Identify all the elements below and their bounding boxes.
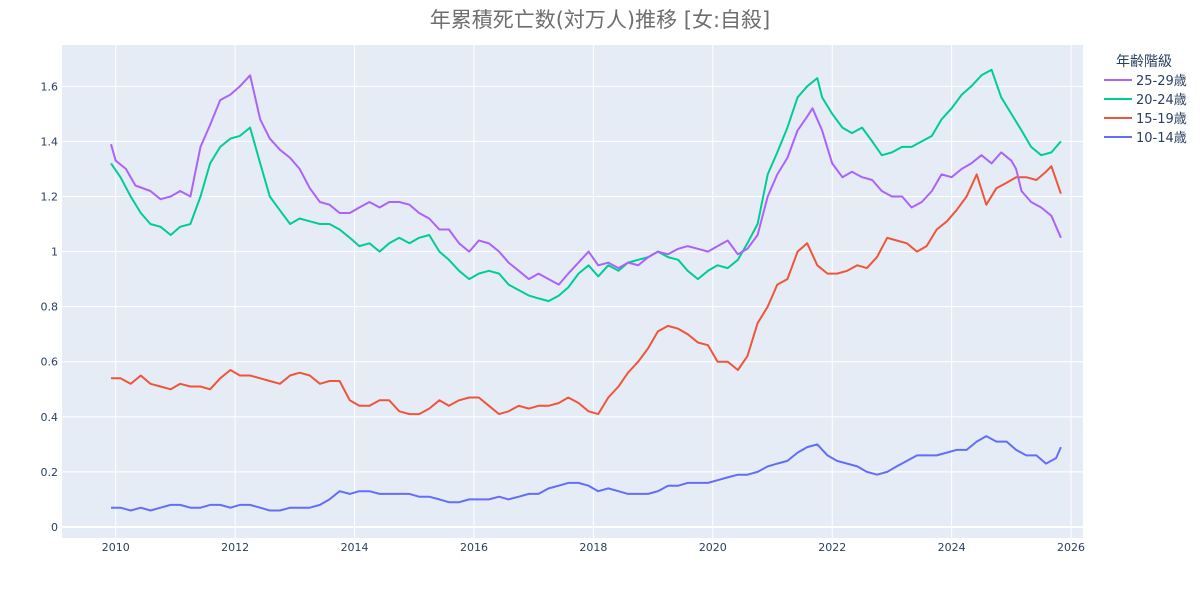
series-line-20-24歳 xyxy=(110,68,1062,303)
series-lines xyxy=(110,68,1062,512)
y-tick-label: 1.2 xyxy=(41,190,59,203)
y-axis-ticks: 0 0.2 0.4 0.6 0.8 1 1.2 1.4 1.6 xyxy=(41,80,59,534)
y-tick-label: 1.6 xyxy=(41,80,59,93)
x-gridlines xyxy=(115,45,1072,538)
y-tick-label: 0.2 xyxy=(41,466,59,479)
y-tick-label: 0 xyxy=(51,521,58,534)
chart-title: 年累積死亡数(対万人)推移 [女:自殺] xyxy=(429,8,771,32)
y-tick-label: 1.4 xyxy=(41,135,59,148)
legend-label[interactable]: 10-14歳 xyxy=(1136,131,1187,146)
x-tick-label: 2024 xyxy=(938,541,966,554)
series-line-15-19歳 xyxy=(111,165,1062,416)
x-tick-label: 2018 xyxy=(579,541,607,554)
x-tick-label: 2014 xyxy=(341,541,369,554)
y-tick-label: 0.4 xyxy=(41,411,59,424)
y-tick-label: 0.6 xyxy=(41,356,59,369)
x-tick-label: 2012 xyxy=(221,541,249,554)
x-tick-label: 2016 xyxy=(460,541,488,554)
series-line-25-29歳 xyxy=(110,74,1062,286)
legend-label[interactable]: 15-19歳 xyxy=(1136,112,1187,127)
legend-label[interactable]: 25-29歳 xyxy=(1136,74,1187,89)
x-tick-label: 2026 xyxy=(1057,541,1085,554)
legend-title: 年齢階級 xyxy=(1116,54,1172,70)
legend: 年齢階級 25-29歳 20-24歳 15-19歳 10-14歳 xyxy=(1104,54,1187,146)
plot-background xyxy=(62,45,1083,538)
x-tick-label: 2022 xyxy=(818,541,846,554)
x-tick-label: 2020 xyxy=(699,541,727,554)
x-tick-label: 2010 xyxy=(102,541,130,554)
y-gridlines xyxy=(62,85,1083,528)
legend-label[interactable]: 20-24歳 xyxy=(1136,93,1187,108)
y-tick-label: 0.8 xyxy=(41,301,59,314)
y-tick-label: 1 xyxy=(51,246,58,259)
x-axis-ticks: 2010 2012 2014 2016 2018 2020 2022 2024 2026 xyxy=(102,541,1085,554)
series-line-10-14歳 xyxy=(111,435,1062,512)
